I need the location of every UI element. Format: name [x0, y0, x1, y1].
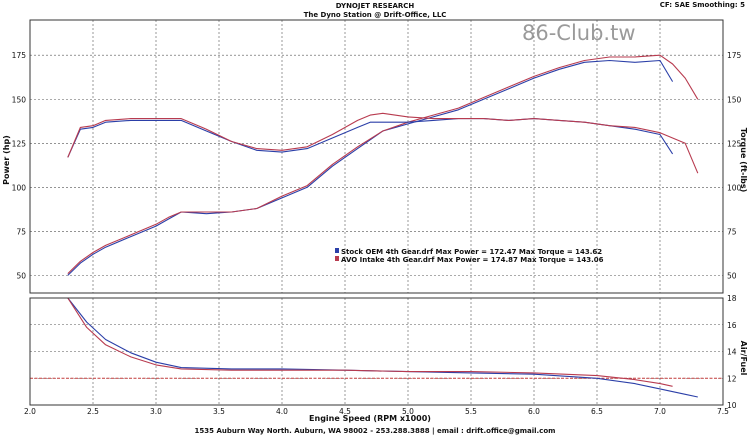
y-tick-label-right: 100 [727, 183, 742, 192]
footer: 1535 Auburn Way North. Auburn, WA 98002 … [195, 427, 556, 435]
x-tick-label: 5.5 [465, 407, 477, 416]
y-tick-label-left: 125 [12, 139, 27, 148]
air-fuel-panel: 10 12 14 16 18 2.0 2.5 3.0 3.5 4.0 4.5 5.0 5.5 6.0 6.5… [24, 294, 737, 416]
y-tick-label-right: 150 [727, 95, 742, 104]
series-power-line [67, 59, 674, 276]
legend: Stock OEM 4th Gear.drf Max Power = 172.4… [335, 248, 604, 264]
chart-settings: CF: SAE Smoothing: 5 [660, 1, 745, 9]
series-power-line [67, 54, 699, 274]
series-torque-line [67, 112, 699, 174]
y-tick-label-right: 10 [727, 401, 737, 410]
y-tick-label-right: 50 [727, 271, 737, 280]
watermark: 86-Club.tw [522, 21, 636, 45]
y-tick-label-right: 16 [727, 321, 737, 330]
series-torque-line [67, 118, 674, 158]
legend-swatch-avo [335, 256, 339, 261]
x-tick-label: 6.5 [591, 407, 603, 416]
x-axis-label: Engine Speed (RPM x1000) [309, 414, 431, 423]
plot-frame [29, 19, 724, 294]
power-torque-panel: 50 50 75 75 100 100 125 125 150 150 175 175 [12, 19, 742, 294]
legend-entry-avo: AVO Intake 4th Gear.drf Max Power = 174.… [341, 256, 604, 264]
y-axis-label-torque: Torque (ft-lbs) [739, 128, 748, 193]
x-tick-label: 4.0 [276, 407, 288, 416]
x-tick-label: 2.5 [87, 407, 99, 416]
x-tick-label: 3.5 [213, 407, 225, 416]
y-tick-label-left: 100 [12, 183, 27, 192]
x-tick-label: 4.5 [339, 407, 351, 416]
y-tick-label-right: 14 [727, 348, 737, 357]
y-tick-label-right: 18 [727, 294, 737, 303]
plot-frame [29, 297, 724, 406]
y-axis-label-afr: Air/Fuel [739, 341, 748, 376]
x-tick-label: 7.0 [654, 407, 666, 416]
x-tick-label: 6.0 [528, 407, 540, 416]
y-tick-label-right: 125 [727, 139, 742, 148]
y-tick-label-left: 175 [12, 51, 27, 60]
y-tick-label-right: 12 [727, 374, 737, 383]
y-tick-label-left: 50 [16, 271, 26, 280]
series-afr-line [67, 297, 673, 387]
chart-subtitle: The Dyno Station @ Drift-Office, LLC [304, 11, 447, 19]
y-tick-label-left: 150 [12, 95, 27, 104]
y-axis-label-power: Power (hp) [2, 135, 11, 185]
series-afr-line [67, 297, 698, 398]
y-tick-label-left: 75 [16, 227, 26, 236]
y-tick-label-right: 75 [727, 227, 737, 236]
legend-entry-stock: Stock OEM 4th Gear.drf Max Power = 172.4… [341, 248, 602, 256]
x-tick-label: 3.0 [150, 407, 162, 416]
chart-title: DYNOJET RESEARCH [336, 2, 415, 10]
x-tick-label: 5.0 [402, 407, 414, 416]
x-tick-label: 7.5 [717, 407, 729, 416]
legend-swatch-stock [335, 248, 339, 253]
y-tick-label-right: 175 [727, 51, 742, 60]
x-tick-label: 2.0 [24, 407, 36, 416]
